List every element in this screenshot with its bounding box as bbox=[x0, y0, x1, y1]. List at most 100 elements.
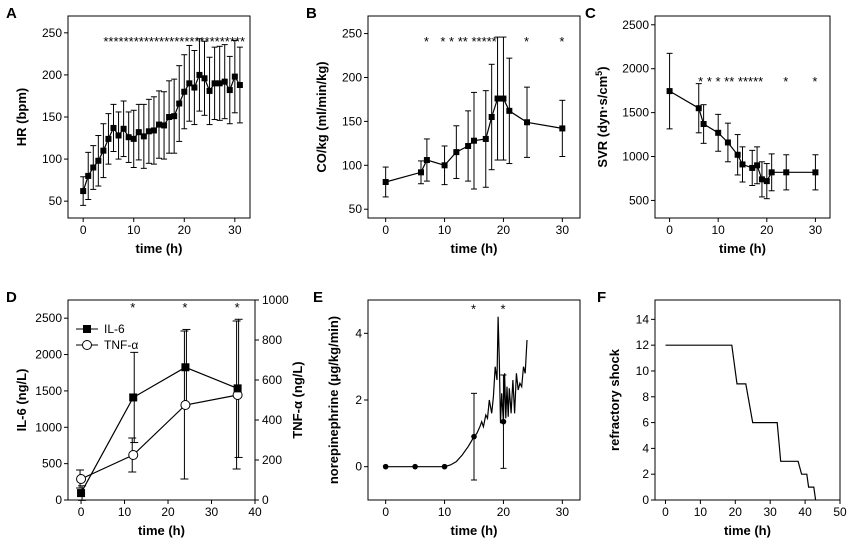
data-point bbox=[506, 107, 513, 114]
significance-asterisk: * bbox=[182, 300, 187, 315]
data-point bbox=[120, 125, 127, 132]
x-tick-label: 10 bbox=[118, 505, 132, 519]
data-point bbox=[76, 474, 87, 484]
significance-asterisks: * bbox=[783, 74, 788, 89]
y-tick-label: 14 bbox=[636, 312, 650, 326]
y-tick-label: 250 bbox=[342, 27, 362, 41]
data-point bbox=[100, 147, 107, 154]
data-point bbox=[105, 135, 112, 142]
legend-label-il6: IL-6 bbox=[104, 322, 125, 336]
significance-asterisk: * bbox=[235, 300, 240, 315]
x-tick-label: 40 bbox=[798, 505, 812, 519]
data-point bbox=[115, 132, 122, 139]
x-tick-label: 30 bbox=[809, 223, 823, 237]
data-point bbox=[145, 128, 152, 135]
data-point bbox=[140, 133, 147, 140]
y-tick-label: 0 bbox=[355, 460, 362, 474]
data-point bbox=[181, 88, 188, 95]
y-tick-label: 2 bbox=[642, 467, 649, 481]
data-point bbox=[176, 100, 183, 107]
norepinephrine-curve bbox=[444, 316, 528, 468]
significance-asterisk: * bbox=[500, 301, 505, 316]
x-tick-label: 30 bbox=[556, 223, 570, 237]
data-point bbox=[488, 114, 495, 120]
data-point bbox=[186, 80, 193, 87]
x-tick-label: 0 bbox=[80, 223, 87, 237]
data-point bbox=[734, 151, 741, 158]
y-tick-label: 1000 bbox=[35, 420, 62, 434]
x-tick-label: 10 bbox=[712, 223, 726, 237]
x-tick-label: 0 bbox=[662, 505, 669, 519]
x-axis-label: time (h) bbox=[719, 241, 766, 256]
x-tick-label: 0 bbox=[78, 505, 85, 519]
x-axis-label: time (h) bbox=[724, 523, 771, 538]
panel-label: E bbox=[313, 289, 323, 306]
data-point bbox=[812, 169, 819, 176]
data-point bbox=[500, 418, 507, 425]
y-tick-label: 100 bbox=[42, 152, 62, 166]
x-axis-label: time (h) bbox=[138, 523, 185, 538]
data-point bbox=[233, 384, 242, 393]
legend-label-tnf: TNF-α bbox=[104, 338, 138, 352]
y-tick-label: 250 bbox=[42, 26, 62, 40]
significance-asterisk: * bbox=[471, 301, 476, 316]
data-point bbox=[666, 88, 673, 95]
x-tick-label: 20 bbox=[497, 505, 511, 519]
x-tick-label: 10 bbox=[438, 223, 452, 237]
data-point bbox=[130, 135, 137, 142]
y-axis-label-main: SVR (dyn·s/cm bbox=[595, 76, 610, 168]
significance-asterisks: * bbox=[424, 34, 429, 49]
series-line bbox=[82, 73, 241, 192]
plot-frame bbox=[67, 299, 256, 501]
x-axis-label: time (h) bbox=[451, 523, 498, 538]
significance-asterisk: * bbox=[130, 300, 135, 315]
y-tick-label: 100 bbox=[342, 158, 362, 172]
x-axis-label: time (h) bbox=[451, 241, 498, 256]
significance-asterisks: * * * ** ***** bbox=[698, 74, 763, 89]
data-point bbox=[135, 129, 142, 136]
panel-e: 0 10 20 30 0 2 4 time (h) norepinephrine (μg/kg/… bbox=[313, 289, 581, 538]
y-tick-label: 1500 bbox=[622, 106, 649, 120]
data-point bbox=[482, 135, 489, 142]
data-point bbox=[754, 162, 761, 169]
data-point bbox=[768, 169, 775, 176]
data-point bbox=[724, 139, 731, 146]
data-point bbox=[85, 172, 92, 179]
data-point bbox=[150, 127, 157, 134]
data-point bbox=[382, 463, 389, 470]
data-point bbox=[783, 169, 790, 176]
x-tick-label: 0 bbox=[382, 505, 389, 519]
data-point bbox=[524, 119, 530, 126]
series-line-tnf bbox=[80, 394, 238, 480]
data-point bbox=[412, 463, 418, 470]
y-tick-label: 12 bbox=[636, 338, 650, 352]
y-tick-label: 2000 bbox=[622, 62, 649, 76]
data-point bbox=[211, 80, 218, 87]
data-point bbox=[181, 363, 190, 372]
y-tick-label: 50 bbox=[49, 194, 63, 208]
data-point bbox=[206, 87, 213, 94]
data-point bbox=[180, 400, 191, 410]
x-tick-label: 30 bbox=[205, 505, 219, 519]
y-tick-label: 4 bbox=[642, 441, 649, 455]
data-point bbox=[128, 450, 139, 460]
data-point bbox=[423, 157, 430, 164]
y-tick-label: 500 bbox=[42, 457, 62, 471]
data-point bbox=[156, 121, 162, 128]
y-tick-label: 150 bbox=[342, 114, 362, 128]
y-tick-label: 8 bbox=[642, 390, 649, 404]
x-axis-label: time (h) bbox=[136, 241, 183, 256]
y-tick-label: 500 bbox=[629, 193, 649, 207]
x-tick-label: 50 bbox=[833, 505, 847, 519]
panel-label: F bbox=[597, 289, 606, 306]
y-tick-label: 10 bbox=[636, 364, 650, 378]
y-tick-label: 0 bbox=[642, 493, 649, 507]
data-point bbox=[90, 164, 97, 171]
plot-frame bbox=[654, 299, 841, 501]
x-tick-label: 40 bbox=[248, 505, 262, 519]
data-point bbox=[231, 73, 238, 80]
y2-tick-label: 1000 bbox=[262, 293, 289, 307]
y-tick-label: 2000 bbox=[35, 348, 62, 362]
x-tick-label: 10 bbox=[127, 223, 141, 237]
